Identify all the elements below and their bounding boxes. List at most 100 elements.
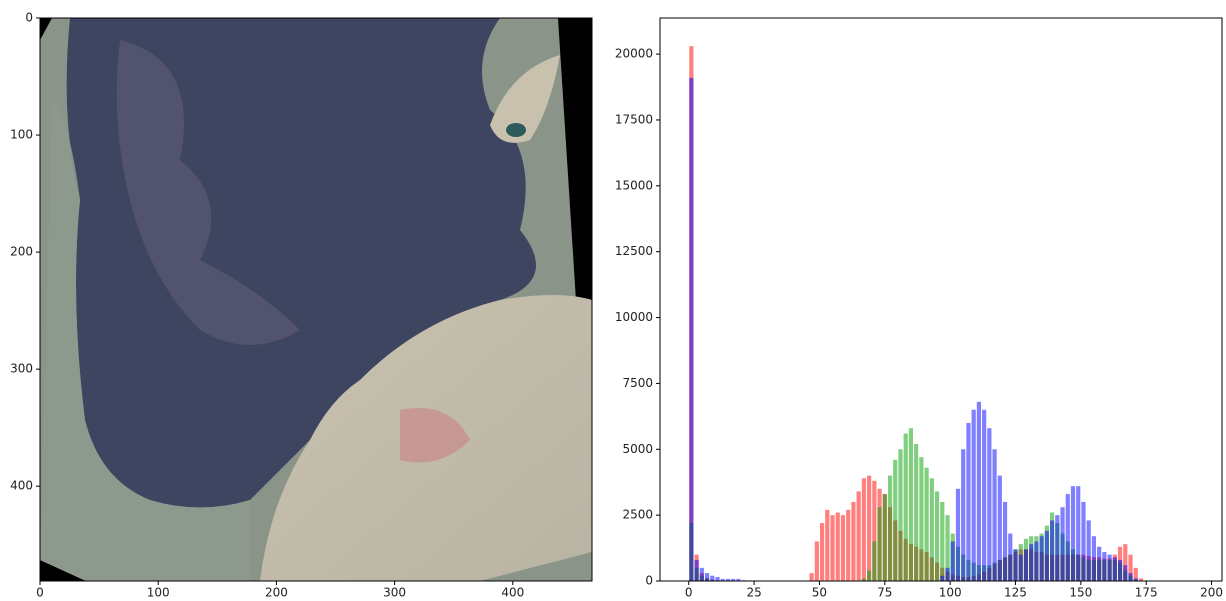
histogram-bar: [877, 507, 881, 581]
x-tick-label: 300: [383, 586, 406, 600]
histogram-bar: [935, 491, 939, 581]
histogram-bar: [705, 573, 709, 581]
histogram-bar: [710, 576, 714, 581]
histogram-bar: [961, 449, 965, 581]
y-tick-label: 200: [10, 245, 33, 259]
histogram-bar: [977, 402, 981, 581]
histogram-bar: [1060, 507, 1064, 581]
histogram-bar: [857, 491, 861, 581]
y-tick-label: 17500: [615, 112, 653, 126]
histogram-bar: [1097, 547, 1101, 581]
histogram-bar: [830, 515, 834, 581]
histogram-bar: [820, 523, 824, 581]
histogram-bar: [846, 510, 850, 581]
histogram-bar: [872, 541, 876, 581]
y-tick-label: 400: [10, 479, 33, 493]
histogram-bar: [982, 410, 986, 581]
x-tick-label: 150: [1069, 586, 1092, 600]
histogram-bar: [1040, 536, 1044, 581]
y-tick-label: 300: [10, 362, 33, 376]
histogram-bar: [815, 541, 819, 581]
histogram-bar: [867, 570, 871, 581]
histogram-bar: [940, 576, 944, 581]
y-tick-label: 10000: [615, 310, 653, 324]
histogram-bar: [883, 494, 887, 581]
y-tick-label: 0: [645, 574, 653, 588]
histogram-bar: [1128, 573, 1132, 581]
histogram-bar: [956, 489, 960, 581]
histogram-bar: [1045, 531, 1049, 581]
histogram-bar: [1087, 520, 1091, 581]
histogram-bar: [1118, 560, 1122, 581]
y-tick-label: 2500: [622, 508, 653, 522]
histogram-bar: [1019, 555, 1023, 581]
histogram-bar: [940, 502, 944, 581]
y-tick-label: 5000: [622, 442, 653, 456]
histogram-bar: [1081, 502, 1085, 581]
y-tick-label: 15000: [615, 178, 653, 192]
histogram-bar: [898, 449, 902, 581]
y-tick-label: 100: [10, 128, 33, 142]
histogram-bar: [1034, 541, 1038, 581]
histogram-bar: [1008, 534, 1012, 581]
x-tick-label: 200: [265, 586, 288, 600]
page: 0 100 200 300 400 0 100 200 300 400 0 25 50 75 100 125 1…: [0, 0, 1226, 601]
histogram-bar: [888, 476, 892, 581]
satellite-image: [40, 18, 592, 581]
figure: 0 100 200 300 400 0 100 200 300 400 0 25 50 75 100 125 1…: [0, 0, 1226, 601]
x-tick-label: 0: [36, 586, 44, 600]
histogram-bar: [810, 573, 814, 581]
x-tick-label: 0: [685, 586, 693, 600]
x-tick-label: 400: [501, 586, 524, 600]
histogram-bar: [1113, 557, 1117, 581]
x-tick-label: 75: [877, 586, 892, 600]
histogram-bar: [841, 515, 845, 581]
histogram-bar: [925, 468, 929, 581]
histogram-bar: [1071, 486, 1075, 581]
histogram-bar: [1102, 552, 1106, 581]
x-tick-label: 200: [1200, 586, 1223, 600]
histogram-bar: [893, 460, 897, 581]
histogram-bar: [966, 423, 970, 581]
histogram-bar: [851, 502, 855, 581]
pond: [506, 123, 526, 137]
histogram-bar: [825, 510, 829, 581]
histogram-bar: [987, 428, 991, 581]
histogram-bar: [1029, 544, 1033, 581]
histogram-bar: [867, 476, 871, 581]
y-tick-label: 12500: [615, 244, 653, 258]
histogram-bar: [1123, 565, 1127, 581]
y-tick-label: 20000: [615, 47, 653, 61]
x-tick-label: 100: [939, 586, 962, 600]
histogram-bar: [930, 478, 934, 581]
histogram-bar: [1050, 520, 1054, 581]
histogram-bar: [862, 478, 866, 581]
histogram-bar: [945, 568, 949, 581]
histogram-bar: [689, 78, 693, 581]
histogram-bar: [1024, 549, 1028, 581]
histogram-bar: [951, 541, 955, 581]
y-tick-label: 7500: [622, 376, 653, 390]
histogram-bar: [1003, 502, 1007, 581]
histogram-bar: [836, 513, 840, 581]
axes-frame: [660, 18, 1222, 581]
x-tick-label: 125: [1004, 586, 1027, 600]
histogram-bar: [992, 449, 996, 581]
x-tick-label: 175: [1135, 586, 1158, 600]
histogram-bar: [904, 433, 908, 581]
histogram-bar: [972, 410, 976, 581]
y-tick-label: 0: [25, 11, 33, 25]
x-tick-label: 25: [746, 586, 761, 600]
histogram-bar: [1055, 515, 1059, 581]
histogram-bar: [715, 577, 719, 581]
histogram-bar: [919, 457, 923, 581]
x-tick-label: 100: [147, 586, 170, 600]
histogram-bar: [695, 560, 699, 581]
histogram-bar: [1108, 555, 1112, 581]
x-tick-label: 50: [812, 586, 827, 600]
histogram-bar: [909, 428, 913, 581]
histogram-bar: [1013, 549, 1017, 581]
histogram-bar: [1092, 536, 1096, 581]
histogram-bar: [1066, 494, 1070, 581]
histogram-bar: [700, 568, 704, 581]
